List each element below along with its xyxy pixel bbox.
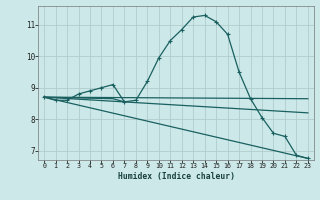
X-axis label: Humidex (Indice chaleur): Humidex (Indice chaleur) xyxy=(117,172,235,181)
